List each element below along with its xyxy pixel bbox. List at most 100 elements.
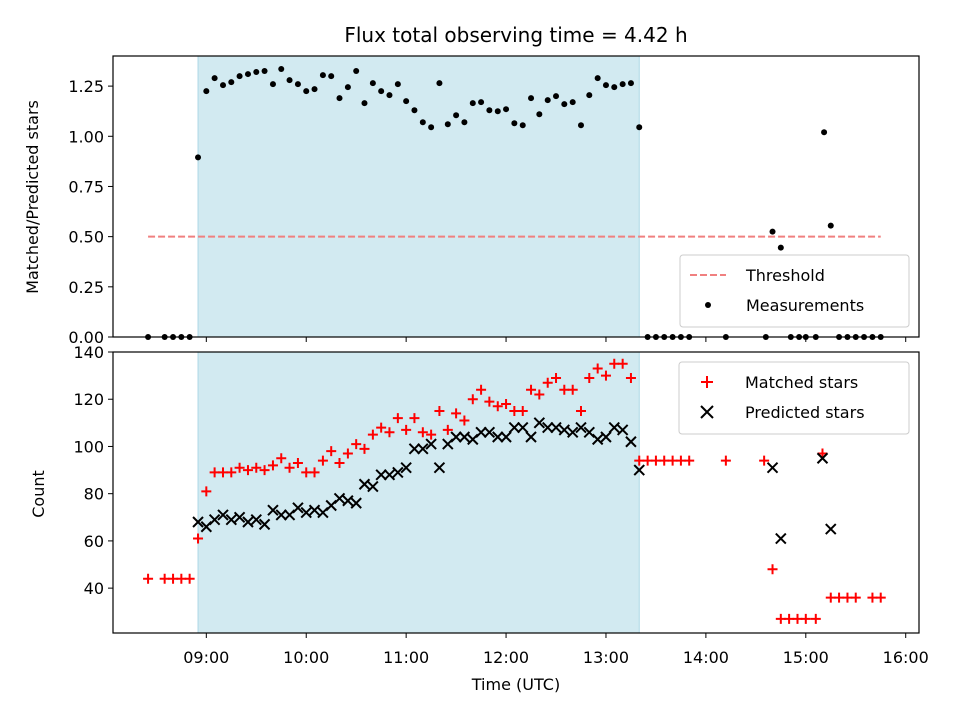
legend-box (678, 361, 910, 435)
predicted-point (408, 443, 421, 455)
bottom-legend: Matched stars Predicted stars (678, 361, 910, 435)
measurement-point (553, 93, 560, 100)
measurement-point (461, 119, 468, 126)
legend-label: Predicted stars (745, 403, 865, 422)
measurement-point (236, 73, 243, 80)
predicted-point (542, 421, 554, 434)
matched-point (376, 422, 387, 433)
matched-point (143, 573, 154, 584)
matched-point (759, 455, 770, 466)
predicted-point (375, 469, 387, 481)
predicted-point (208, 513, 221, 526)
predicted-point (566, 426, 579, 438)
matched-point (534, 389, 545, 400)
predicted-point (417, 443, 429, 455)
measurement-point (594, 75, 601, 82)
predicted-point (300, 506, 312, 519)
bottom-y-tick-label: 40 (84, 579, 104, 598)
matched-point (592, 363, 603, 374)
measurement-point (453, 112, 460, 119)
matched-point (625, 372, 636, 383)
predicted-point (825, 523, 837, 535)
measurement-point (353, 68, 360, 75)
legend-matched-marker (701, 376, 713, 388)
predicted-point (292, 502, 304, 514)
matched-point (434, 406, 445, 417)
matched-point (251, 462, 262, 473)
top-y-tick-label: 0.25 (68, 278, 104, 297)
measurement-point (411, 107, 418, 114)
measurement-point (253, 69, 260, 76)
matched-point (575, 406, 586, 417)
top-y-tick-label: 0.50 (68, 228, 104, 247)
matched-point (159, 573, 170, 584)
matched-point (367, 429, 378, 440)
matched-point (467, 394, 478, 405)
matched-point (875, 592, 886, 603)
measurement-point (319, 72, 326, 79)
x-tick-label: 12:00 (483, 648, 529, 667)
top-axes-frame (112, 55, 920, 338)
measurement-point (511, 120, 518, 127)
bottom-y-tick-label: 60 (84, 532, 104, 551)
bottom-series-2 (192, 417, 837, 545)
bottom-axes-frame (112, 351, 920, 634)
legend-label: Matched stars (745, 373, 858, 392)
measurement-point (311, 86, 318, 93)
matched-point (384, 427, 395, 438)
matched-point (342, 448, 353, 459)
matched-point (567, 384, 578, 395)
top-y-tick-label: 1.25 (68, 77, 104, 96)
measurement-point (394, 81, 401, 88)
measurement-point (278, 66, 285, 73)
measurement-point (294, 81, 301, 88)
measurement-point (577, 122, 584, 129)
matched-point (442, 424, 453, 435)
measurement-point (544, 97, 551, 104)
matched-point (609, 358, 620, 369)
x-tick-label: 13:00 (583, 648, 629, 667)
predicted-point (400, 461, 412, 474)
matched-point (242, 465, 253, 476)
legend-predicted-marker (700, 405, 714, 419)
chart-title: Flux total observing time = 4.42 h (344, 23, 687, 47)
matched-point (292, 457, 303, 468)
predicted-point (575, 421, 587, 434)
matched-point (193, 533, 204, 544)
predicted-point (558, 424, 571, 436)
measurement-point (436, 80, 443, 87)
matched-point (526, 384, 537, 395)
predicted-point (608, 421, 620, 434)
matched-point (559, 384, 570, 395)
x-tick-label: 11:00 (383, 648, 429, 667)
bottom-y-tick-label: 140 (73, 343, 104, 362)
measurement-point (336, 95, 343, 102)
matched-point (684, 455, 695, 466)
predicted-point (233, 511, 246, 524)
top-y-axis-label: Matched/Predicted stars (23, 100, 42, 294)
matched-point (451, 408, 462, 419)
matched-point (351, 439, 362, 450)
predicted-point (383, 469, 396, 481)
matched-point (359, 443, 370, 454)
bottom-y-axis-label: Count (29, 470, 48, 518)
measurement-point (378, 88, 385, 95)
matched-point (767, 564, 778, 575)
measurement-point (444, 121, 451, 128)
bottom-y-tick-label: 120 (73, 390, 104, 409)
predicted-point (358, 478, 371, 490)
matched-point (834, 592, 845, 603)
measurement-point (369, 80, 376, 87)
predicted-point (591, 433, 604, 446)
matched-point (426, 429, 437, 440)
predicted-point (775, 532, 787, 545)
predicted-point (633, 464, 645, 476)
matched-point (810, 613, 821, 624)
predicted-point (450, 431, 462, 443)
predicted-point (367, 480, 379, 493)
predicted-point (242, 516, 254, 528)
matched-point (409, 413, 420, 424)
top-observing-window (197, 55, 640, 338)
legend-label: Threshold (745, 266, 825, 285)
